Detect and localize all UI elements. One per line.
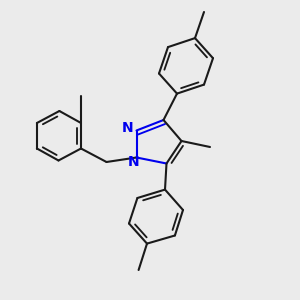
Text: N: N [122,121,133,134]
Text: N: N [128,155,139,169]
